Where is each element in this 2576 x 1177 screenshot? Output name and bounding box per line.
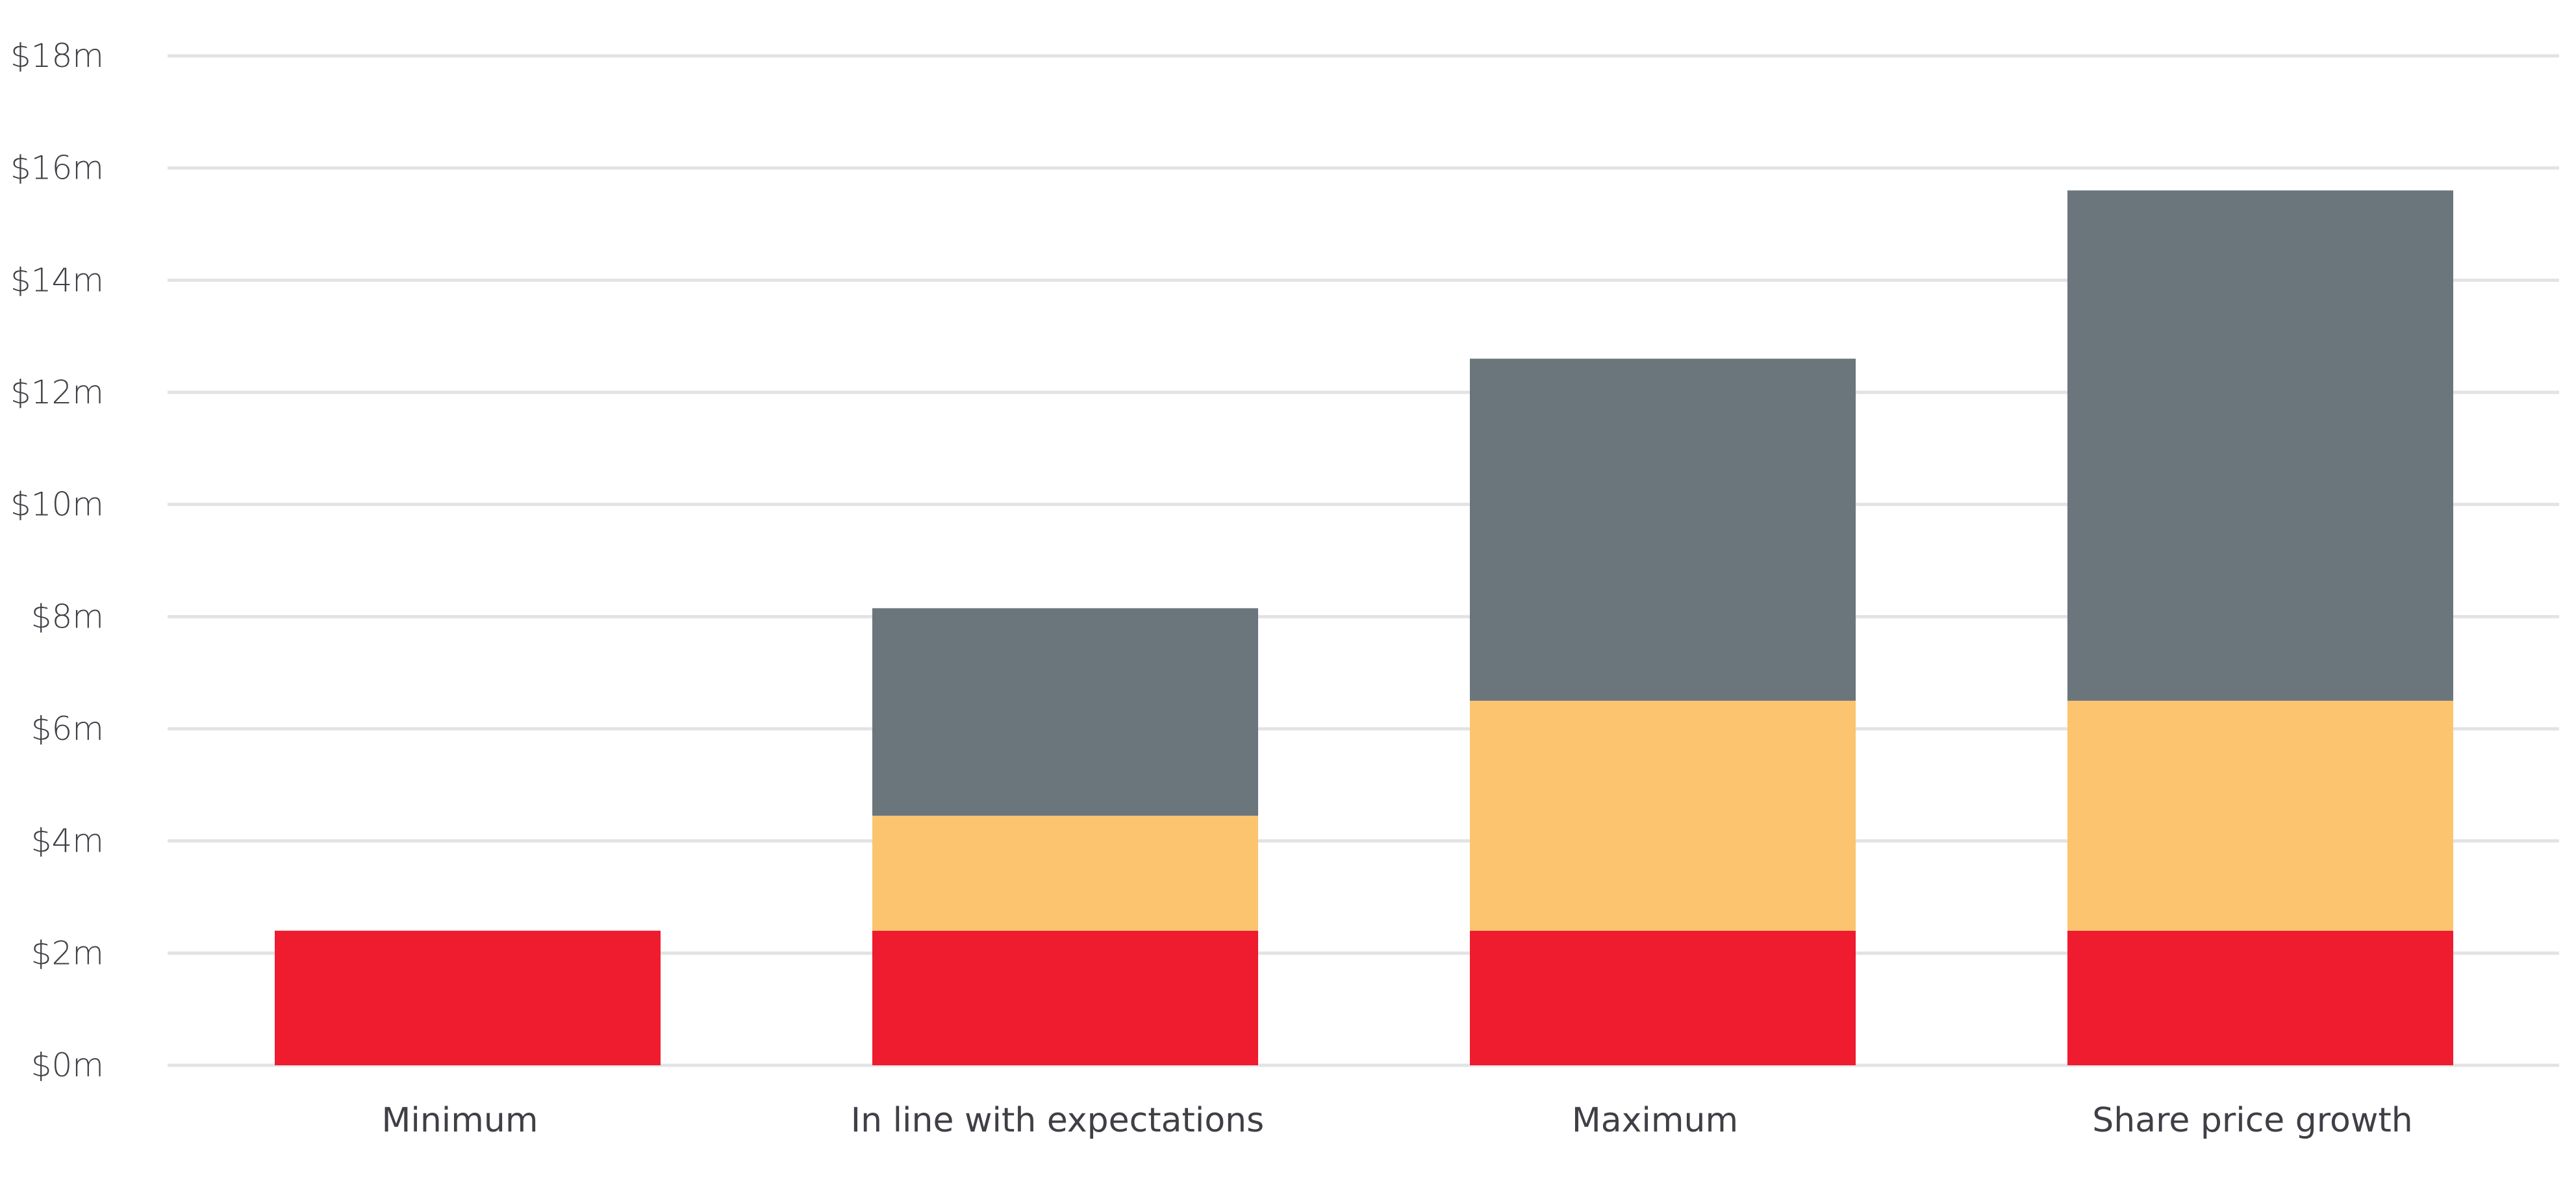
bar-segment: [872, 815, 1258, 931]
bar-segment: [872, 930, 1258, 1065]
y-tick-label: $8m: [31, 598, 104, 635]
bar-segment: [1470, 700, 1856, 931]
x-category-label: Share price growth: [2092, 1101, 2412, 1140]
bar-segment: [872, 608, 1258, 816]
bar-segment: [2067, 190, 2453, 701]
bar-segment: [2067, 930, 2453, 1065]
y-tick-label: $6m: [31, 710, 104, 748]
x-category-label: Minimum: [382, 1101, 538, 1140]
bar-segment: [1470, 930, 1856, 1065]
bar-segment: [2067, 700, 2453, 931]
x-category-label: Maximum: [1572, 1101, 1738, 1140]
bar-segment: [275, 930, 661, 1065]
y-tick-label: $16m: [10, 149, 104, 187]
y-tick-label: $12m: [10, 373, 104, 411]
y-tick-label: $2m: [31, 934, 104, 972]
y-tick-label: $18m: [10, 37, 104, 75]
x-category-label: In line with expectations: [851, 1101, 1264, 1140]
y-tick-label: $0m: [31, 1046, 104, 1084]
y-tick-label: $14m: [10, 261, 104, 299]
bars: [275, 190, 2453, 1065]
bar-segment: [1470, 359, 1856, 701]
y-tick-label: $10m: [10, 486, 104, 524]
y-tick-label: $4m: [31, 822, 104, 860]
x-axis-category-labels: Minimum In line with expectations Maximum S…: [382, 1101, 2413, 1140]
y-axis-tick-labels: $0m $2m $4m $6m $8m $10m $12m $14m $16m $18m: [10, 37, 104, 1084]
